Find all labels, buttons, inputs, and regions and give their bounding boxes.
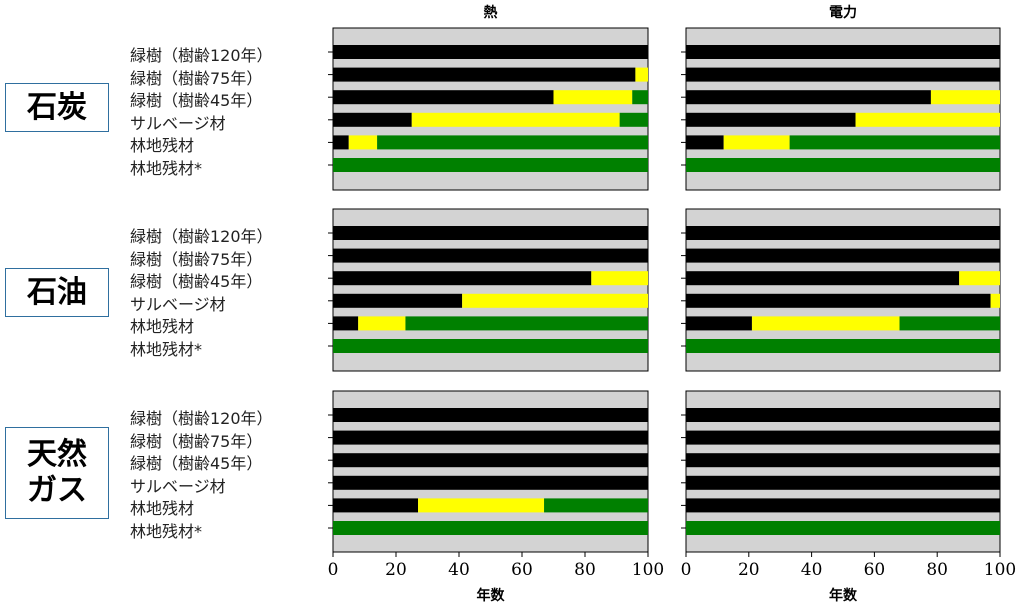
category-label: サルベージ材	[130, 476, 226, 496]
bar-segment-green	[619, 112, 648, 127]
x-tick-label: 100	[983, 560, 1017, 580]
bar-segment-black	[333, 67, 636, 82]
bar-segment-black	[686, 248, 1000, 263]
bar-segment-black	[686, 135, 724, 150]
bar-segment-black	[686, 316, 752, 331]
bar-segment-black	[333, 112, 412, 127]
category-label: 緑樹（樹齢45年）	[130, 454, 263, 474]
bar-segment-green	[333, 339, 648, 353]
bar-segment-black	[686, 293, 991, 308]
bar-segment-black	[686, 90, 931, 105]
bar-segment-black	[686, 45, 1000, 59]
bar-segment-yellow	[462, 293, 648, 308]
bar-segment-yellow	[411, 112, 620, 127]
bar-segment-green	[789, 135, 1000, 150]
bar-segment-black	[686, 408, 1000, 422]
x-axis-title: 年数	[829, 588, 857, 604]
category-label: 林地残材*	[130, 340, 203, 359]
bar-segment-green	[899, 316, 1000, 331]
bar-segment-yellow	[723, 135, 790, 150]
bar-segment-black	[686, 271, 960, 286]
x-tick-label: 0	[680, 560, 692, 580]
bar-segment-black	[686, 430, 1000, 445]
bar-segment-black	[686, 475, 1000, 490]
bar-segment-black	[686, 226, 1000, 240]
bar-segment-black	[333, 430, 648, 445]
category-label: 緑樹（樹齢120年）	[130, 409, 273, 428]
bar-segment-black	[686, 453, 1000, 468]
bar-segment-black	[333, 475, 648, 490]
category-label: 林地残材	[130, 317, 195, 337]
bar-segment-black	[686, 498, 1000, 513]
x-tick-label: 20	[385, 560, 407, 580]
bar-segment-yellow	[553, 90, 633, 105]
fuel-label: 天然 ガス	[5, 427, 109, 519]
bar-segment-green	[405, 316, 648, 331]
x-axis-title: 年数	[476, 588, 505, 604]
bar-segment-black	[333, 453, 648, 468]
category-label: 緑樹（樹齢45年）	[130, 272, 263, 292]
bar-segment-black	[333, 90, 554, 105]
bar-segment-black	[333, 293, 463, 308]
bar-segment-black	[333, 408, 648, 422]
bar-segment-black	[686, 67, 1000, 82]
bar-segment-yellow	[855, 112, 1000, 127]
bar-segment-green	[544, 498, 648, 513]
bar-segment-black	[333, 271, 592, 286]
bar-segment-black	[686, 112, 856, 127]
bar-segment-green	[333, 158, 648, 172]
bar-segment-green	[632, 90, 648, 105]
bar-segment-green	[686, 158, 1000, 172]
bar-segment-black	[333, 316, 359, 331]
bar-segment-green	[333, 521, 648, 535]
bar-segment-yellow	[348, 135, 378, 150]
bar-segment-black	[333, 498, 419, 513]
column-title: 電力	[829, 5, 857, 21]
x-tick-label: 60	[511, 560, 533, 580]
fuel-label: 石油	[5, 268, 109, 317]
x-tick-label: 20	[737, 560, 760, 580]
bar-segment-black	[333, 248, 648, 263]
bar-segment-green	[686, 521, 1000, 535]
category-label: 林地残材	[130, 499, 195, 519]
x-tick-label: 40	[448, 560, 470, 580]
x-tick-label: 100	[631, 560, 665, 580]
bar-segment-yellow	[358, 316, 406, 331]
category-label: サルベージ材	[130, 294, 226, 314]
x-tick-label: 0	[327, 560, 339, 580]
x-tick-label: 40	[800, 560, 823, 580]
fuel-label: 石炭	[5, 83, 109, 132]
category-label: 緑樹（樹齢45年）	[130, 91, 263, 111]
bar-segment-yellow	[751, 316, 900, 331]
bar-segment-black	[333, 226, 648, 240]
category-label: 林地残材*	[130, 159, 203, 178]
category-label: 緑樹（樹齢120年）	[130, 227, 273, 246]
category-label: 林地残材*	[130, 522, 203, 541]
bar-segment-black	[333, 45, 648, 59]
category-label: 緑樹（樹齢75年）	[130, 249, 263, 269]
bar-segment-yellow	[930, 90, 1000, 105]
category-label: 林地残材	[130, 136, 195, 156]
category-label: 緑樹（樹齢120年）	[130, 46, 273, 65]
x-tick-label: 80	[574, 560, 596, 580]
bar-segment-black	[333, 135, 349, 150]
column-title: 熱	[483, 5, 498, 21]
bar-segment-yellow	[959, 271, 1000, 286]
bar-segment-green	[377, 135, 648, 150]
bar-segment-yellow	[418, 498, 545, 513]
bar-segment-yellow	[591, 271, 648, 286]
category-label: 緑樹（樹齢75年）	[130, 431, 263, 451]
bar-segment-yellow	[990, 293, 1000, 308]
category-label: サルベージ材	[130, 113, 226, 133]
x-tick-label: 60	[863, 560, 886, 580]
x-tick-label: 80	[926, 560, 949, 580]
bar-segment-yellow	[635, 67, 648, 82]
category-label: 緑樹（樹齢75年）	[130, 68, 263, 88]
bar-segment-green	[686, 339, 1000, 353]
